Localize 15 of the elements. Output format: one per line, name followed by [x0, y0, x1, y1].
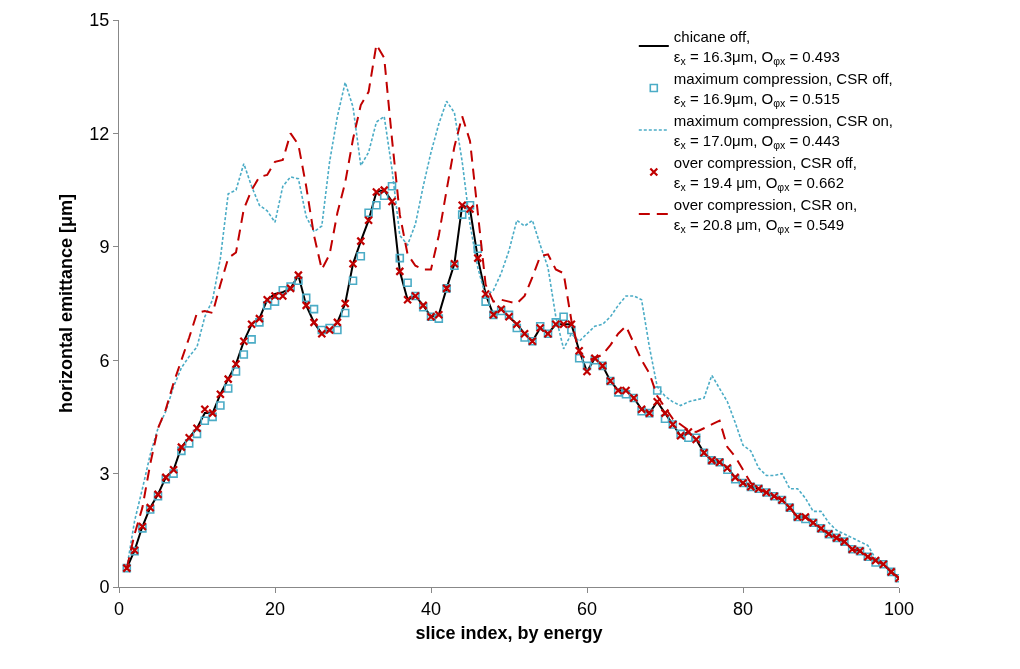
- y-tick-label: 0: [99, 577, 110, 598]
- x-tick-label: 60: [576, 598, 598, 619]
- y-tick-label: 9: [99, 237, 110, 258]
- legend-label: over compression, CSR on, ε$_{x}$ = 20.8 μm, O$_{φx}$ = 0.549: [673, 196, 858, 235]
- y-tick-label: 3: [99, 463, 110, 484]
- x-tick-label: 80: [732, 598, 754, 619]
- x-tick-label: 100: [883, 598, 915, 619]
- y-axis-title: horizontal emittance [μm]: [55, 193, 76, 414]
- y-tick-label: 12: [89, 123, 110, 144]
- x-tick-label: 20: [264, 598, 286, 619]
- x-tick-label: 40: [420, 598, 442, 619]
- y-tick-label: 15: [89, 10, 110, 31]
- x-tick-label: 0: [113, 598, 125, 619]
- x-axis-title: slice index, by energy: [415, 622, 603, 643]
- y-tick-label: 6: [99, 350, 110, 371]
